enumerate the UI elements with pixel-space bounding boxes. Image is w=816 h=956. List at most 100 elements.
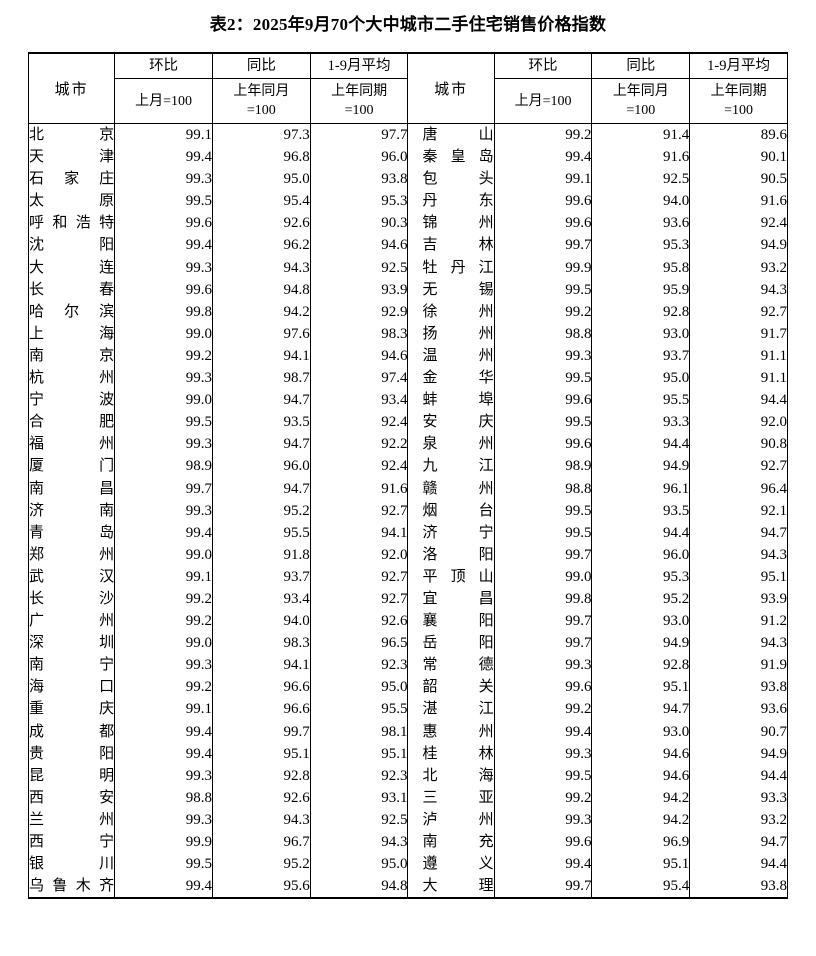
mom-basis-line1-left: 上月=100 [135,93,193,109]
value-mom: 99.3 [114,256,213,279]
city-name-char: 扬 [422,325,438,342]
city-name: 泸州 [422,809,493,831]
city-name-char: 江 [478,458,494,475]
table-row: 济南 99.3 95.2 92.7 烟台 99.5 93.5 92.1 [27,499,788,522]
city-name-char: 安 [99,789,115,806]
city-name: 平顶山 [422,566,493,588]
city-name: 贵阳 [29,743,114,765]
city-name-char: 哈 [29,303,45,320]
value-yoy: 93.0 [591,610,691,633]
city-name-char: 岛 [99,524,115,541]
city-name-char: 山 [478,568,494,585]
city-name: 西宁 [29,831,114,853]
value-mom: 99.1 [493,168,593,191]
city-name: 天津 [29,146,114,168]
city-name-cell: 大连 [27,256,116,279]
table-row: 杭州 99.3 98.7 97.4 金华 99.5 95.0 91.1 [27,367,788,390]
value-mom: 99.2 [114,344,213,368]
value-mom: 99.5 [493,278,593,301]
city-name-char: 金 [422,370,438,387]
city-name-cell: 昆明 [27,764,116,787]
value-mom: 99.3 [114,168,213,191]
yoy-basis-line1-left: 上年同月 [233,84,290,99]
city-name: 锦州 [422,212,493,234]
value-mom: 99.5 [114,190,213,213]
city-name: 烟台 [422,500,493,522]
city-name-char: 海 [99,325,115,342]
city-name: 成都 [29,721,114,743]
city-name-char: 银 [29,856,45,873]
value-yoy: 93.4 [211,587,311,611]
city-name-char: 德 [478,657,494,674]
city-name-cell: 长春 [27,278,116,301]
value-yoy: 96.0 [211,455,311,478]
avg-basis-line1-right: 上年同期 [710,84,767,99]
value-mom: 99.5 [114,411,213,434]
city-name-char: 充 [478,834,494,850]
city-name-char: 州 [478,811,494,828]
city-name-char: 华 [478,370,494,387]
city-name-cell: 安庆 [407,411,495,434]
value-yoy: 95.5 [591,389,691,412]
city-name-cell: 徐州 [407,300,495,323]
city-name-char: 上 [29,325,45,342]
city-name: 安庆 [422,411,493,433]
city-name-char: 州 [99,811,115,828]
city-name-char: 丹 [422,193,438,210]
city-name: 昆明 [29,765,114,787]
value-mom: 99.4 [114,234,213,257]
city-name-char: 宁 [99,657,115,674]
city-name: 襄阳 [422,610,493,632]
city-name-char: 徐 [422,303,438,320]
value-mom: 99.2 [114,676,213,699]
city-name: 呼和浩特 [29,212,114,234]
value-avg: 93.9 [309,278,409,301]
city-name-cell: 广州 [27,610,116,633]
city-name: 合肥 [29,411,114,433]
table-row: 长沙 99.2 93.4 92.7 宜昌 99.8 95.2 93.9 [27,587,788,611]
value-avg: 93.2 [689,808,788,831]
value-avg: 94.6 [309,234,409,257]
city-name-char: 南 [99,502,115,519]
city-name-char: 尔 [64,303,80,320]
value-avg: 92.1 [689,499,788,522]
value-mom: 99.6 [114,278,213,301]
value-mom: 98.8 [493,322,593,345]
city-name: 韶关 [422,676,493,698]
city-name-char: 牡 [422,259,438,276]
header-city-right: 城市 [407,52,495,124]
city-name: 包头 [422,168,493,190]
value-yoy: 93.7 [211,565,311,588]
value-mom: 98.9 [493,455,593,478]
value-avg: 92.4 [309,411,409,434]
city-name-char: 理 [478,878,494,895]
city-name-char: 阳 [99,745,115,762]
value-yoy: 94.1 [211,344,311,368]
header-city-left: 城市 [27,52,116,124]
value-avg: 94.8 [309,875,409,900]
value-avg: 92.0 [689,411,788,434]
city-name-char: 惠 [422,723,438,740]
value-avg: 91.1 [689,367,788,390]
value-mom: 99.1 [114,565,213,588]
city-name: 长沙 [29,588,114,610]
city-name-char: 太 [29,193,45,210]
city-name-char: 明 [99,767,115,784]
city-name: 丹东 [422,190,493,212]
city-name-cell: 天津 [27,146,116,169]
value-mom: 99.0 [114,322,213,345]
city-name-cell: 南昌 [27,477,116,500]
city-name-char: 西 [29,789,45,806]
city-name-cell: 兰州 [27,808,116,831]
city-name-char: 海 [478,767,494,784]
value-avg: 90.3 [309,212,409,235]
value-avg: 92.7 [309,499,409,522]
value-avg: 91.6 [689,190,788,213]
value-yoy: 93.0 [591,720,691,743]
value-mom: 99.4 [114,875,213,900]
city-name-cell: 大理 [407,875,495,900]
value-mom: 99.2 [114,587,213,611]
city-name-char: 州 [99,370,115,387]
city-name-char: 肥 [99,414,115,431]
header-mom-basis-left: 上月=100 [114,78,213,124]
